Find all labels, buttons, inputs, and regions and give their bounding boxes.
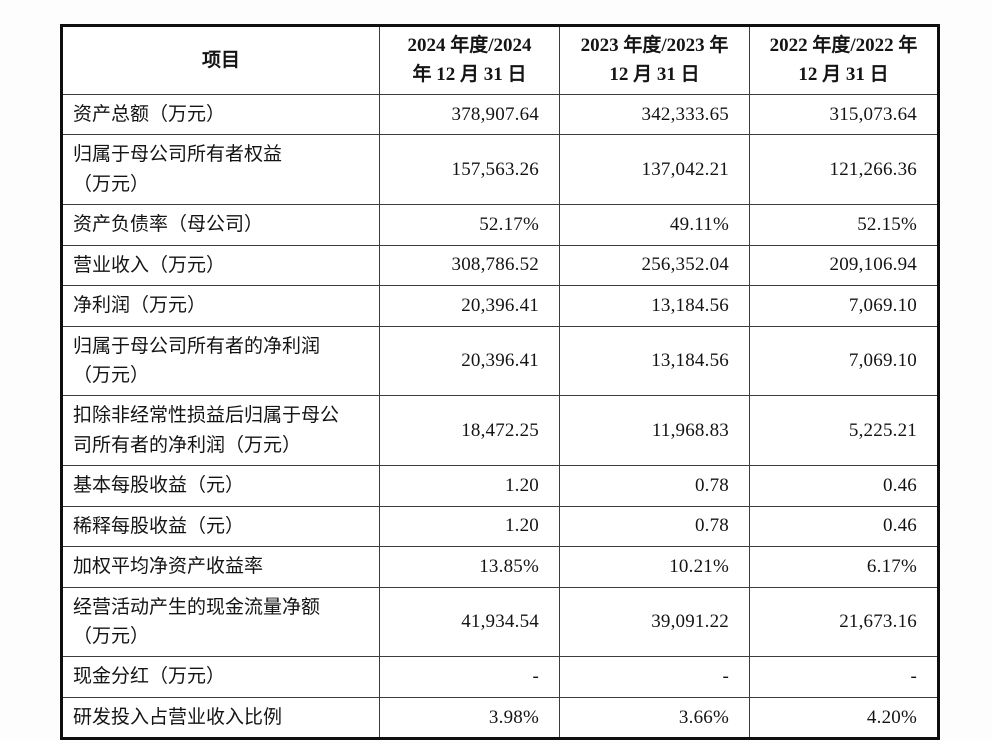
row-label: 基本每股收益（元）: [61, 465, 380, 507]
header-2022: 2022 年度/2022 年 12 月 31 日: [749, 25, 939, 95]
row-label: 研发投入占营业收入比例: [61, 696, 380, 740]
cell-2022: 6.17%: [749, 546, 939, 588]
row-label: 扣除非经常性损益后归属于母公 司所有者的净利润（万元）: [61, 395, 380, 467]
cell-2024: 20,396.41: [379, 325, 560, 397]
cell-2024: 20,396.41: [379, 285, 560, 327]
table-header-row: 项目 2024 年度/2024 年 12 月 31 日 2023 年度/2023…: [61, 25, 939, 95]
table-row-parent-net-profit: 归属于母公司所有者的净利润 （万元） 20,396.41 13,184.56 7…: [61, 325, 939, 397]
cell-2022: 209,106.94: [749, 244, 939, 287]
cell-2024: 1.20: [379, 465, 560, 507]
table-row-rd-ratio: 研发投入占营业收入比例 3.98% 3.66% 4.20%: [61, 696, 939, 740]
cell-2022: 0.46: [749, 465, 939, 507]
table-row-debt-ratio: 资产负债率（母公司） 52.17% 49.11% 52.15%: [61, 204, 939, 246]
cell-2022: -: [749, 656, 939, 698]
cell-2023: 3.66%: [559, 696, 750, 740]
cell-2024: 18,472.25: [379, 395, 560, 467]
row-label: 归属于母公司所有者权益 （万元）: [61, 134, 380, 206]
table-row-net-profit-excl-nonrecurring: 扣除非经常性损益后归属于母公 司所有者的净利润（万元） 18,472.25 11…: [61, 395, 939, 467]
cell-2022: 315,073.64: [749, 93, 939, 136]
row-label: 归属于母公司所有者的净利润 （万元）: [61, 325, 380, 397]
cell-2023: 13,184.56: [559, 285, 750, 327]
cell-2023: 342,333.65: [559, 93, 750, 136]
row-label: 加权平均净资产收益率: [61, 546, 380, 588]
header-2023: 2023 年度/2023 年 12 月 31 日: [559, 25, 750, 95]
cell-2023: 137,042.21: [559, 134, 750, 206]
table-row-parent-equity: 归属于母公司所有者权益 （万元） 157,563.26 137,042.21 1…: [61, 134, 939, 206]
table-row-revenue: 营业收入（万元） 308,786.52 256,352.04 209,106.9…: [61, 244, 939, 287]
financial-summary-table: 项目 2024 年度/2024 年 12 月 31 日 2023 年度/2023…: [60, 24, 940, 740]
table-row-diluted-eps: 稀释每股收益（元） 1.20 0.78 0.46: [61, 505, 939, 548]
cell-2023: 11,968.83: [559, 395, 750, 467]
cell-2024: 308,786.52: [379, 244, 560, 287]
row-label: 资产负债率（母公司）: [61, 204, 380, 246]
cell-2023: 13,184.56: [559, 325, 750, 397]
table-row-operating-cash-flow: 经营活动产生的现金流量净额 （万元） 41,934.54 39,091.22 2…: [61, 586, 939, 658]
row-label: 净利润（万元）: [61, 285, 380, 327]
cell-2023: 0.78: [559, 465, 750, 507]
cell-2024: 157,563.26: [379, 134, 560, 206]
cell-2023: 256,352.04: [559, 244, 750, 287]
cell-2022: 0.46: [749, 505, 939, 548]
table-row-cash-dividend: 现金分红（万元） - - -: [61, 656, 939, 698]
cell-2024: -: [379, 656, 560, 698]
row-label: 经营活动产生的现金流量净额 （万元）: [61, 586, 380, 658]
row-label: 稀释每股收益（元）: [61, 505, 380, 548]
cell-2023: 49.11%: [559, 204, 750, 246]
cell-2022: 121,266.36: [749, 134, 939, 206]
cell-2022: 21,673.16: [749, 586, 939, 658]
cell-2022: 52.15%: [749, 204, 939, 246]
cell-2024: 13.85%: [379, 546, 560, 588]
header-item: 项目: [61, 25, 380, 95]
cell-2022: 4.20%: [749, 696, 939, 740]
cell-2024: 3.98%: [379, 696, 560, 740]
table-row-total-assets: 资产总额（万元） 378,907.64 342,333.65 315,073.6…: [61, 93, 939, 136]
row-label: 现金分红（万元）: [61, 656, 380, 698]
cell-2024: 41,934.54: [379, 586, 560, 658]
cell-2023: 10.21%: [559, 546, 750, 588]
header-2024: 2024 年度/2024 年 12 月 31 日: [379, 25, 560, 95]
cell-2024: 1.20: [379, 505, 560, 548]
cell-2023: 0.78: [559, 505, 750, 548]
row-label: 营业收入（万元）: [61, 244, 380, 287]
cell-2022: 5,225.21: [749, 395, 939, 467]
table-row-net-profit: 净利润（万元） 20,396.41 13,184.56 7,069.10: [61, 285, 939, 327]
cell-2023: -: [559, 656, 750, 698]
table-row-weighted-roe: 加权平均净资产收益率 13.85% 10.21% 6.17%: [61, 546, 939, 588]
cell-2023: 39,091.22: [559, 586, 750, 658]
cell-2024: 52.17%: [379, 204, 560, 246]
cell-2022: 7,069.10: [749, 285, 939, 327]
row-label: 资产总额（万元）: [61, 93, 380, 136]
cell-2022: 7,069.10: [749, 325, 939, 397]
table-row-basic-eps: 基本每股收益（元） 1.20 0.78 0.46: [61, 465, 939, 507]
cell-2024: 378,907.64: [379, 93, 560, 136]
